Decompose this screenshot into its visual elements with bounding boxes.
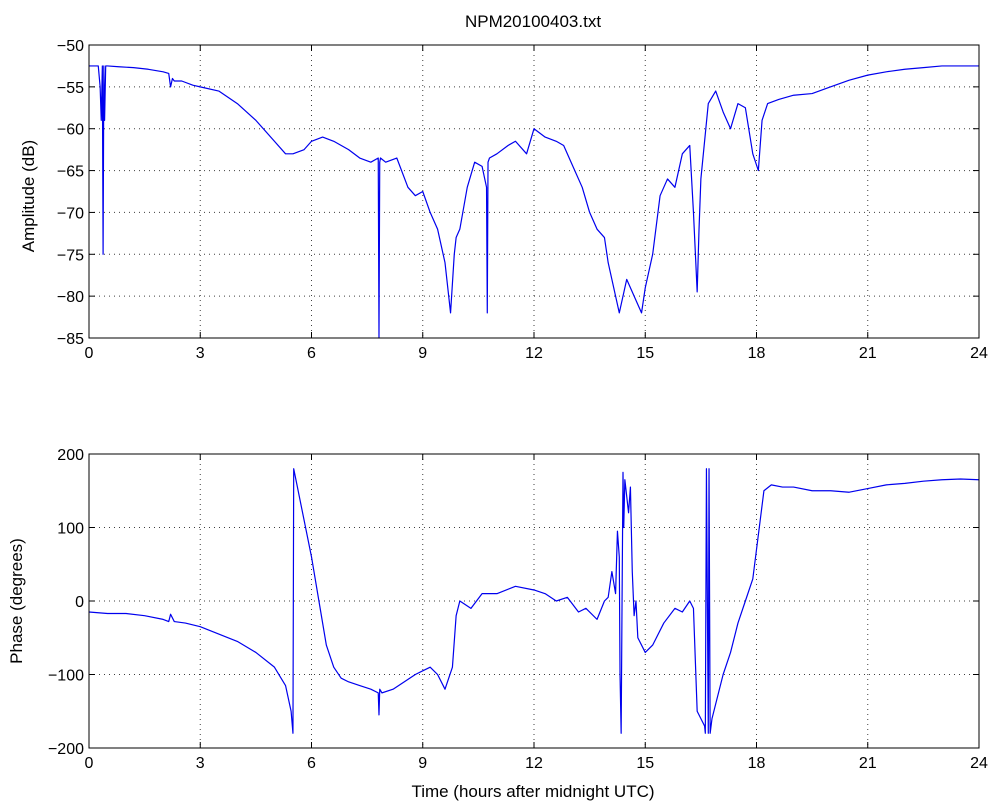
x-tick-label: 6: [307, 345, 316, 362]
x-tick-label: 15: [636, 755, 654, 772]
x-tick-label: 12: [525, 345, 543, 362]
x-tick-label: 9: [418, 345, 427, 362]
x-tick-label: 12: [525, 755, 543, 772]
x-tick-label: 9: [418, 755, 427, 772]
x-tick-label: 0: [85, 345, 94, 362]
y-axis-label: Amplitude (dB): [19, 140, 38, 252]
y-tick-label: −60: [57, 122, 84, 139]
chart-title: NPM20100403.txt: [465, 12, 601, 31]
x-tick-label: 24: [970, 345, 988, 362]
x-tick-label: 21: [859, 345, 877, 362]
plot-frame: [88, 44, 980, 339]
y-tick-label: −55: [57, 80, 84, 97]
y-tick-label: −70: [57, 205, 84, 222]
x-tick-label: 0: [85, 755, 94, 772]
x-tick-label: 24: [970, 755, 988, 772]
x-tick-label: 15: [636, 345, 654, 362]
y-tick-label: −50: [57, 38, 84, 55]
x-tick-label: 3: [196, 755, 205, 772]
series-line: [89, 65, 979, 339]
series-line: [88, 468, 980, 734]
phase-panel: Phase (degrees) Time (hours after midnig…: [7, 447, 988, 801]
y-axis-label: Phase (degrees): [7, 538, 26, 664]
x-tick-label: 21: [859, 755, 877, 772]
y-tick-label: −80: [57, 289, 84, 306]
y-tick-label: −100: [48, 668, 84, 685]
y-tick-label: −65: [57, 164, 84, 181]
y-tick-label: −85: [57, 331, 84, 348]
y-tick-label: −200: [48, 741, 84, 758]
x-axis-label: Time (hours after midnight UTC): [411, 782, 654, 801]
y-tick-label: 100: [57, 521, 84, 538]
x-tick-label: 18: [748, 755, 766, 772]
x-tick-label: 3: [196, 345, 205, 362]
amplitude-panel: Amplitude (dB) 0 3 6 9 12 15 18 21 24 −85 −80 −75 −7…: [19, 38, 988, 362]
x-tick-label: 6: [307, 755, 316, 772]
y-tick-label: 200: [57, 447, 84, 464]
y-tick-label: 0: [75, 594, 84, 611]
y-tick-label: −75: [57, 247, 84, 264]
x-tick-label: 18: [748, 345, 766, 362]
